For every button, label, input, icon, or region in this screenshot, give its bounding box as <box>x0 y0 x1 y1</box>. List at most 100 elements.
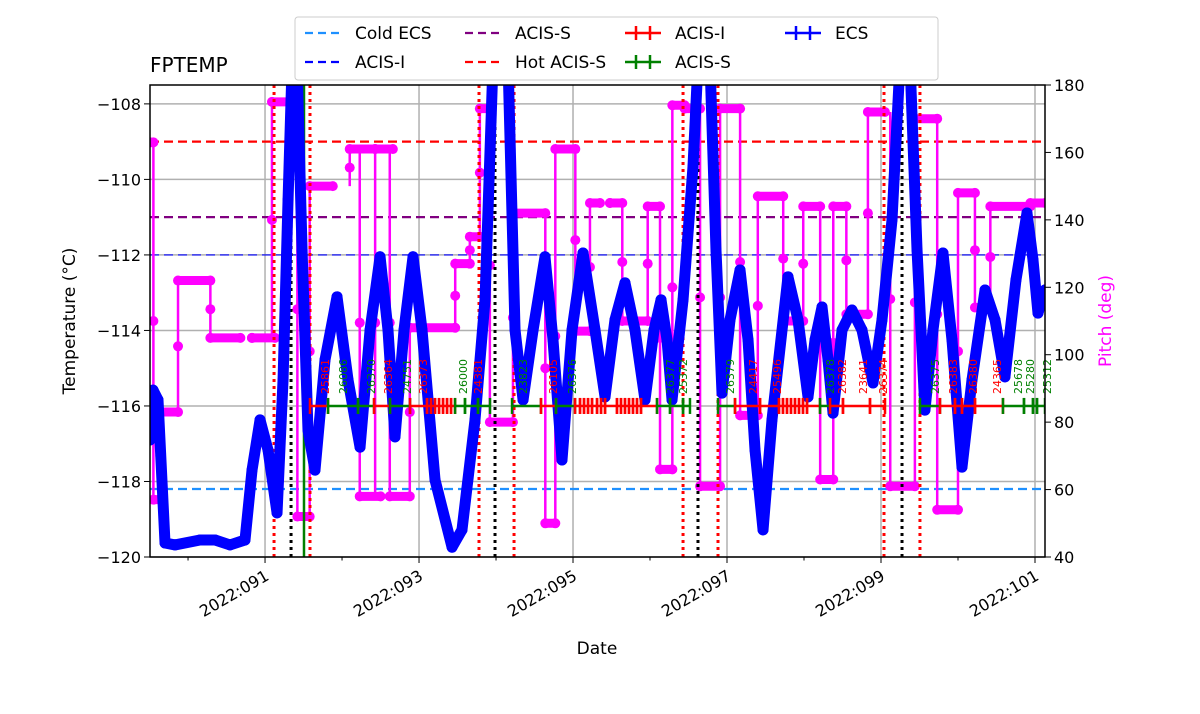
pitch-point <box>667 100 678 111</box>
chart-title: FPTEMP <box>150 53 228 77</box>
temperature-point <box>867 377 879 389</box>
pitch-point <box>464 245 475 256</box>
temperature-point <box>479 294 491 306</box>
obsid-label: 25678 <box>1012 359 1025 394</box>
temperature-point <box>802 391 814 403</box>
pitch-point <box>173 341 184 352</box>
temperature-point <box>661 334 673 346</box>
temperature-point <box>757 524 769 536</box>
legend-label: ACIS-I <box>675 24 725 44</box>
pitch-point <box>292 511 303 522</box>
temperature-line <box>150 85 1045 553</box>
obsid-label: 24751 <box>401 359 414 394</box>
pitch-point <box>474 167 485 178</box>
temperature-point <box>1032 307 1044 319</box>
pitch-point <box>735 257 746 267</box>
pitch-point <box>354 491 365 502</box>
pitch-point <box>550 144 561 155</box>
temperature-point <box>517 394 529 406</box>
temperature-point <box>856 324 868 336</box>
obsid-label: 26383 <box>947 359 960 394</box>
pitch-point <box>617 257 628 267</box>
temperature-point <box>946 334 958 346</box>
temperature-point <box>224 539 236 551</box>
x-axis-label: Date <box>577 639 618 659</box>
pitch-point <box>584 198 595 208</box>
obsid-label: 25496 <box>771 359 784 394</box>
legend-label: ACIS-I <box>355 53 405 73</box>
temperature-point <box>655 294 667 306</box>
pitch-point <box>173 275 184 286</box>
obsid-label: 23641 <box>857 359 870 394</box>
y-tick-label: −114 <box>97 321 141 340</box>
temperature-point <box>577 247 589 259</box>
temperature-point <box>271 507 283 519</box>
obsid-label: 26086 <box>337 359 350 394</box>
obsid-label: 26370 <box>365 359 378 394</box>
y2-tick-label: 80 <box>1054 413 1074 432</box>
temperature-point <box>309 464 321 476</box>
temperature-point <box>374 251 386 263</box>
pitch-point <box>540 518 551 529</box>
pitch-point <box>344 162 355 173</box>
y2-axis-label: Pitch (deg) <box>1096 275 1116 367</box>
temperature-point <box>389 431 401 443</box>
obsid-label: 26000 <box>457 359 470 394</box>
y2-tick-label: 180 <box>1054 76 1085 95</box>
temperature-point <box>556 454 568 466</box>
pitch-point <box>932 504 943 515</box>
pitch-point <box>879 106 890 117</box>
temperature-point <box>354 441 366 453</box>
pitch-point <box>695 292 706 303</box>
temperature-point <box>886 214 898 226</box>
temperature-point <box>846 304 858 316</box>
temperature-point <box>822 354 834 366</box>
obsid-label: 26382 <box>836 359 849 394</box>
y2-tick-label: 120 <box>1054 278 1085 297</box>
temperature-point <box>282 194 294 206</box>
pitch-point <box>384 491 395 502</box>
temperature-point <box>277 374 289 386</box>
temperature-point <box>609 314 621 326</box>
temperature-point <box>159 537 171 549</box>
temperature-point <box>239 534 251 546</box>
pitch-point <box>642 201 653 212</box>
y2-tick-label: 100 <box>1054 346 1085 365</box>
obsid-labels-overflow: 25312 <box>1041 359 1054 394</box>
temperature-point <box>687 161 699 173</box>
temperature-point <box>1039 284 1045 296</box>
pitch-point <box>464 231 475 242</box>
plot-area: 25861 26086 26370 26364 24751 26373 26000 24381… <box>150 85 1045 557</box>
temperature-point <box>599 391 611 403</box>
temperature-point <box>302 424 314 436</box>
pitch-point <box>862 106 873 117</box>
pitch-point <box>798 201 809 212</box>
pitch-point <box>570 235 581 246</box>
y-axis-label: Temperature (°C) <box>60 248 80 396</box>
pitch-point <box>205 332 216 343</box>
obsid-label: 26377 <box>664 359 677 394</box>
temperature-point <box>509 324 521 336</box>
obsid-label: 24417 <box>747 359 760 394</box>
pitch-point <box>985 201 996 212</box>
temperature-point <box>876 314 888 326</box>
pitch-point <box>862 208 873 219</box>
temperature-point <box>999 371 1011 383</box>
temperature-point <box>539 251 551 263</box>
obsid-label: 26105 <box>547 359 560 394</box>
obsid-label: 25372 <box>677 359 690 394</box>
y2-tick-label: 160 <box>1054 143 1085 162</box>
temperature-point <box>766 414 778 426</box>
legend-label: Hot ACIS-S <box>515 53 606 73</box>
obsid-label: 26379 <box>724 359 737 394</box>
temperature-point <box>979 284 991 296</box>
temperature-point <box>782 271 794 283</box>
obsid-label: 25280 <box>1024 359 1037 394</box>
temperature-point <box>331 291 343 303</box>
pitch-point <box>327 181 338 192</box>
temperature-point <box>566 324 578 336</box>
temperature-point <box>836 324 848 336</box>
y-tick-label: −120 <box>97 548 141 567</box>
temperature-point <box>150 384 159 396</box>
pitch-point <box>484 417 495 428</box>
